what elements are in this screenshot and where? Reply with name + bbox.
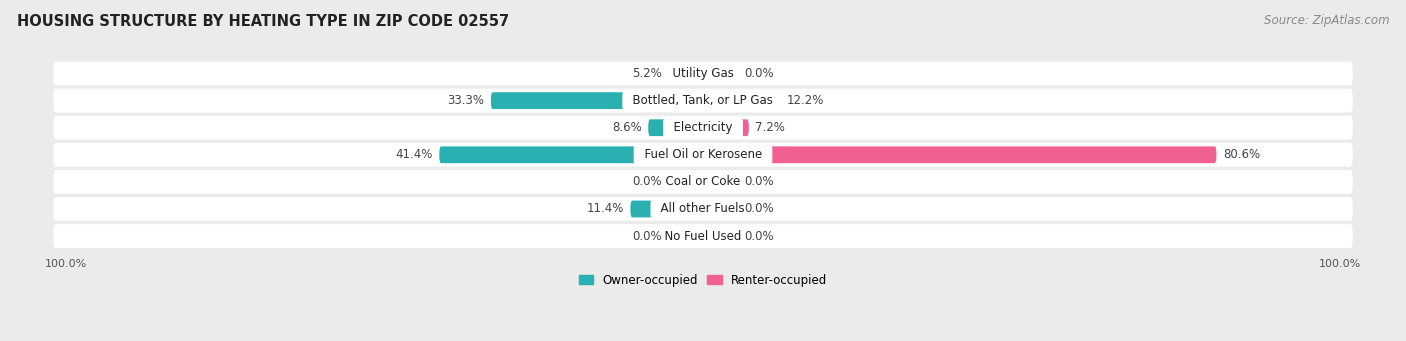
FancyBboxPatch shape	[53, 62, 1353, 86]
Text: 0.0%: 0.0%	[631, 175, 662, 188]
FancyBboxPatch shape	[53, 89, 1353, 113]
Text: Bottled, Tank, or LP Gas: Bottled, Tank, or LP Gas	[626, 94, 780, 107]
Text: 7.2%: 7.2%	[755, 121, 785, 134]
FancyBboxPatch shape	[630, 201, 703, 217]
Text: 8.6%: 8.6%	[612, 121, 643, 134]
Text: Coal or Coke: Coal or Coke	[658, 175, 748, 188]
Text: 0.0%: 0.0%	[744, 67, 775, 80]
Text: Electricity: Electricity	[666, 121, 740, 134]
Text: Source: ZipAtlas.com: Source: ZipAtlas.com	[1264, 14, 1389, 27]
FancyBboxPatch shape	[703, 174, 738, 190]
Text: Utility Gas: Utility Gas	[665, 67, 741, 80]
FancyBboxPatch shape	[668, 228, 703, 244]
FancyBboxPatch shape	[53, 170, 1353, 194]
FancyBboxPatch shape	[703, 119, 749, 136]
Text: No Fuel Used: No Fuel Used	[657, 229, 749, 242]
Text: 5.2%: 5.2%	[631, 67, 662, 80]
Text: 0.0%: 0.0%	[744, 229, 775, 242]
Text: All other Fuels: All other Fuels	[654, 203, 752, 216]
FancyBboxPatch shape	[668, 65, 703, 82]
Legend: Owner-occupied, Renter-occupied: Owner-occupied, Renter-occupied	[574, 269, 832, 291]
Text: 80.6%: 80.6%	[1223, 148, 1260, 161]
FancyBboxPatch shape	[703, 146, 1216, 163]
FancyBboxPatch shape	[491, 92, 703, 109]
FancyBboxPatch shape	[703, 92, 780, 109]
Text: HOUSING STRUCTURE BY HEATING TYPE IN ZIP CODE 02557: HOUSING STRUCTURE BY HEATING TYPE IN ZIP…	[17, 14, 509, 29]
Text: 11.4%: 11.4%	[586, 203, 624, 216]
Text: 33.3%: 33.3%	[447, 94, 485, 107]
FancyBboxPatch shape	[703, 228, 738, 244]
FancyBboxPatch shape	[439, 146, 703, 163]
Text: 12.2%: 12.2%	[787, 94, 824, 107]
FancyBboxPatch shape	[703, 201, 738, 217]
FancyBboxPatch shape	[668, 174, 703, 190]
FancyBboxPatch shape	[53, 224, 1353, 248]
Text: Fuel Oil or Kerosene: Fuel Oil or Kerosene	[637, 148, 769, 161]
Text: 41.4%: 41.4%	[395, 148, 433, 161]
Text: 0.0%: 0.0%	[744, 175, 775, 188]
FancyBboxPatch shape	[703, 65, 738, 82]
FancyBboxPatch shape	[53, 197, 1353, 221]
Text: 0.0%: 0.0%	[631, 229, 662, 242]
Text: 0.0%: 0.0%	[744, 203, 775, 216]
FancyBboxPatch shape	[53, 143, 1353, 167]
FancyBboxPatch shape	[648, 119, 703, 136]
FancyBboxPatch shape	[53, 116, 1353, 139]
